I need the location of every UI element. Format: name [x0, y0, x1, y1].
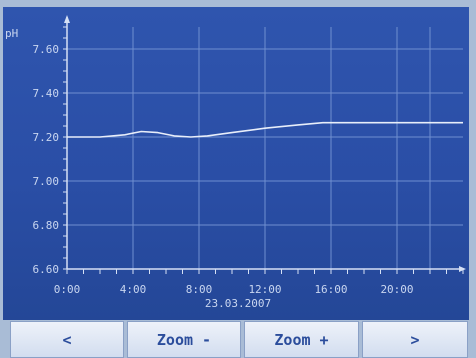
- y-tick-label: 6.60: [33, 263, 60, 276]
- ph-series-line: [67, 121, 463, 138]
- chart-panel: 7.60 7.40 7.20 7.00 6.80 6.60 0:00 4:00 8:00 12:…: [3, 7, 469, 320]
- y-axis-arrow: [64, 15, 70, 23]
- y-tick-label: 7.20: [33, 131, 60, 144]
- zoom-in-button[interactable]: Zoom +: [244, 321, 359, 358]
- y-tick-label: 6.80: [33, 219, 60, 232]
- y-tick-label: 7.60: [33, 43, 60, 56]
- x-tick-label: 12:00: [248, 283, 281, 296]
- x-tick-label: 20:00: [380, 283, 413, 296]
- y-tick-label: 7.00: [33, 175, 60, 188]
- next-button[interactable]: >: [362, 321, 468, 358]
- y-axis-unit-label: pH: [5, 27, 18, 40]
- previous-button[interactable]: <: [10, 321, 124, 358]
- x-tick-label: 16:00: [314, 283, 347, 296]
- x-tick-label: 8:00: [186, 283, 213, 296]
- x-tick-label: 0:00: [54, 283, 81, 296]
- date-label: 23.03.2007: [205, 297, 271, 310]
- y-tick-label: 7.40: [33, 87, 60, 100]
- ph-chart: 7.60 7.40 7.20 7.00 6.80 6.60 0:00 4:00 8:00 12:…: [5, 15, 466, 310]
- x-tick-label: 4:00: [120, 283, 147, 296]
- zoom-out-button[interactable]: Zoom -: [127, 321, 241, 358]
